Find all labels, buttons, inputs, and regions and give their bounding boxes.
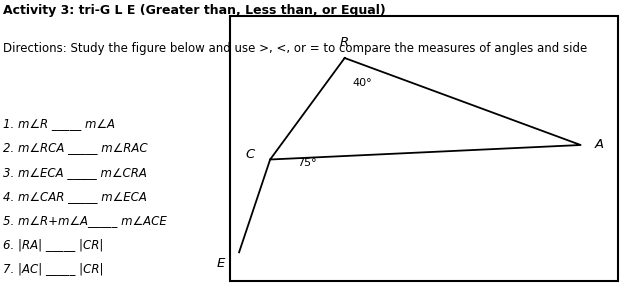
Text: 40°: 40° xyxy=(352,78,372,88)
Text: E: E xyxy=(216,257,225,270)
Text: A: A xyxy=(595,139,604,151)
Text: R: R xyxy=(340,36,349,48)
Text: 7. |AC| _____ |CR|: 7. |AC| _____ |CR| xyxy=(3,262,104,275)
Text: 2. m∠RCA _____ m∠RAC: 2. m∠RCA _____ m∠RAC xyxy=(3,142,148,155)
Text: 5. m∠R+m∠A_____ m∠ACE: 5. m∠R+m∠A_____ m∠ACE xyxy=(3,214,167,227)
Text: Directions: Study the figure below and use >, <, or = to compare the measures of: Directions: Study the figure below and u… xyxy=(3,42,587,55)
Text: C: C xyxy=(246,148,255,161)
Bar xyxy=(230,16,618,281)
Text: 3. m∠ECA _____ m∠CRA: 3. m∠ECA _____ m∠CRA xyxy=(3,166,147,179)
Text: 1. m∠R _____ m∠A: 1. m∠R _____ m∠A xyxy=(3,117,115,130)
Text: Activity 3: tri-G L E (Greater than, Less than, or Equal): Activity 3: tri-G L E (Greater than, Les… xyxy=(3,4,386,17)
Text: 6. |RA| _____ |CR|: 6. |RA| _____ |CR| xyxy=(3,238,104,251)
Text: 4. m∠CAR _____ m∠ECA: 4. m∠CAR _____ m∠ECA xyxy=(3,190,147,203)
Text: 75°: 75° xyxy=(297,158,317,168)
